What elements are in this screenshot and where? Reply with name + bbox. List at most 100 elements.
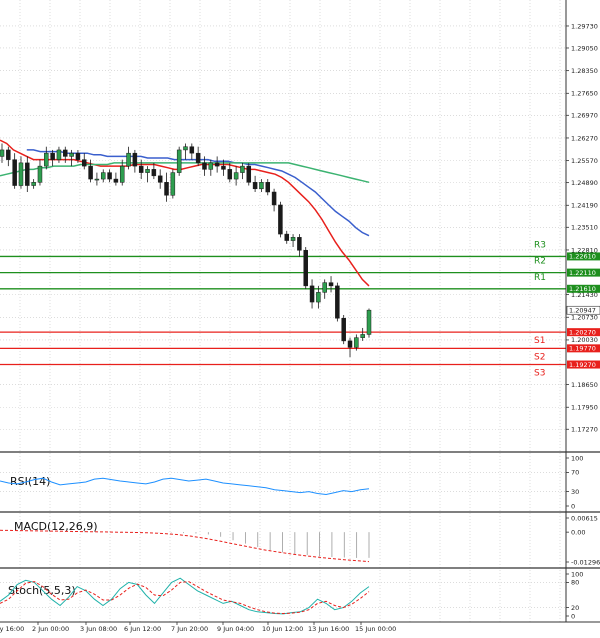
- candle-body: [12, 159, 17, 186]
- level-price-value: 1.20270: [569, 328, 596, 336]
- candle[interactable]: [12, 153, 17, 189]
- candle-body: [37, 165, 43, 183]
- candle[interactable]: [176, 146, 182, 176]
- candle[interactable]: [322, 279, 327, 299]
- candle-body: [322, 282, 327, 293]
- macd-title: MACD(12,26,9): [14, 520, 98, 533]
- candle-body: [69, 152, 74, 157]
- rsi-panel[interactable]: RSI(14) 100 70 30 0: [0, 454, 583, 510]
- candle[interactable]: [284, 230, 289, 244]
- candle[interactable]: [354, 334, 359, 351]
- candle[interactable]: [157, 169, 163, 189]
- candle[interactable]: [297, 234, 302, 257]
- candle[interactable]: [145, 166, 150, 183]
- candle-body: [119, 165, 125, 183]
- candle[interactable]: [252, 175, 258, 193]
- candle[interactable]: [119, 159, 125, 186]
- candle[interactable]: [366, 308, 372, 338]
- candle-body: [252, 182, 258, 190]
- candle[interactable]: [25, 156, 30, 193]
- candle[interactable]: [113, 172, 119, 186]
- candlesticks[interactable]: [0, 143, 372, 358]
- stoch-signal-line: [0, 581, 370, 615]
- candle[interactable]: [341, 315, 346, 345]
- indicator-tick-label: 100: [571, 570, 583, 578]
- candle[interactable]: [328, 276, 334, 293]
- candle[interactable]: [189, 143, 195, 160]
- candle[interactable]: [18, 156, 24, 189]
- candle[interactable]: [0, 143, 5, 163]
- candle-body: [347, 340, 353, 348]
- candle[interactable]: [208, 159, 214, 176]
- candle-body: [107, 172, 112, 180]
- candle[interactable]: [221, 159, 226, 176]
- candle[interactable]: [278, 201, 283, 238]
- macd-signal-line: [0, 529, 370, 563]
- candle[interactable]: [94, 172, 100, 186]
- candle[interactable]: [6, 146, 11, 167]
- candle[interactable]: [44, 146, 49, 170]
- candle[interactable]: [37, 159, 43, 186]
- candle[interactable]: [271, 188, 277, 212]
- candle[interactable]: [316, 285, 321, 309]
- candle[interactable]: [151, 162, 157, 180]
- price-tick-label: 1.24890: [571, 179, 598, 187]
- candle[interactable]: [290, 234, 296, 248]
- candle-body: [31, 182, 36, 186]
- candle-body: [233, 172, 239, 180]
- candle[interactable]: [138, 159, 144, 180]
- candle[interactable]: [303, 247, 308, 290]
- candle[interactable]: [233, 166, 239, 186]
- candle[interactable]: [259, 179, 264, 193]
- candle-body: [63, 149, 68, 157]
- indicator-tick-label: 70: [571, 469, 579, 477]
- price-tick-label: 1.27650: [571, 90, 598, 98]
- candle[interactable]: [50, 149, 55, 167]
- candle[interactable]: [126, 146, 131, 170]
- candle[interactable]: [69, 149, 74, 167]
- candle-body: [25, 162, 30, 186]
- price-tick-label: 1.21430: [571, 291, 598, 299]
- indicator-tick-label: -0.012968: [571, 558, 600, 566]
- candle-body: [94, 178, 100, 181]
- level-label-r1: R1: [534, 273, 546, 283]
- candle[interactable]: [214, 156, 220, 173]
- candle[interactable]: [335, 282, 340, 322]
- candle[interactable]: [75, 149, 81, 163]
- candle-body: [157, 175, 163, 183]
- candle[interactable]: [82, 153, 87, 170]
- candle[interactable]: [88, 159, 93, 183]
- candle[interactable]: [132, 149, 138, 173]
- candle[interactable]: [195, 146, 201, 167]
- candle-body: [132, 152, 138, 167]
- candle[interactable]: [56, 146, 62, 163]
- candle-body: [138, 165, 144, 173]
- candle[interactable]: [309, 279, 315, 309]
- candle[interactable]: [347, 337, 353, 358]
- candle-body: [56, 149, 62, 160]
- candle[interactable]: [31, 179, 36, 189]
- candle-body: [335, 285, 340, 319]
- candle[interactable]: [107, 169, 112, 183]
- candle[interactable]: [63, 146, 68, 163]
- candle[interactable]: [240, 162, 245, 180]
- candle[interactable]: [265, 179, 271, 196]
- candle[interactable]: [170, 169, 176, 199]
- time-tick-label: 10 Jun 12:00: [262, 625, 303, 633]
- candle[interactable]: [246, 162, 252, 186]
- indicator-tick-label: 80: [571, 579, 579, 587]
- candle[interactable]: [360, 327, 365, 341]
- level-price-value: 1.21610: [569, 285, 596, 293]
- level-label-s3: S3: [534, 369, 545, 379]
- candle-body: [341, 317, 346, 342]
- candle[interactable]: [227, 162, 233, 183]
- macd-panel[interactable]: MACD(12,26,9) 0.00615 0.00 -0.012968: [0, 514, 600, 566]
- level-price-box: [567, 252, 600, 261]
- candle[interactable]: [183, 143, 188, 160]
- candle[interactable]: [202, 156, 207, 176]
- candle[interactable]: [100, 169, 106, 183]
- candle[interactable]: [164, 172, 169, 202]
- candle-body: [183, 146, 188, 151]
